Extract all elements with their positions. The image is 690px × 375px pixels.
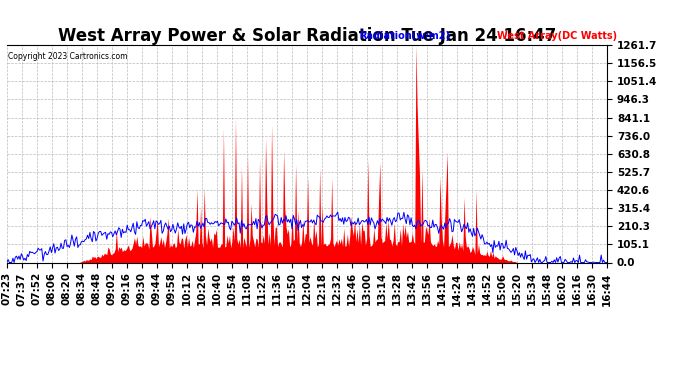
- Text: Copyright 2023 Cartronics.com: Copyright 2023 Cartronics.com: [8, 51, 127, 60]
- Text: Radiation(w/m2): Radiation(w/m2): [359, 32, 450, 41]
- Text: West Array(DC Watts): West Array(DC Watts): [497, 32, 617, 41]
- Title: West Array Power & Solar Radiation Tue Jan 24 16:47: West Array Power & Solar Radiation Tue J…: [58, 27, 556, 45]
